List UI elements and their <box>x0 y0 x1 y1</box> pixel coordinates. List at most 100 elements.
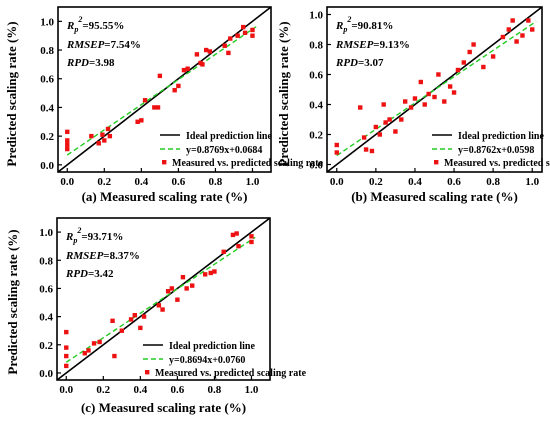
y-tick-label: 1.0 <box>40 16 54 28</box>
rp2-symbol: R <box>65 231 73 243</box>
y-axis-label: Predicted scaling rate (%) <box>4 21 19 166</box>
data-point <box>160 307 165 312</box>
plot-frame <box>56 217 271 381</box>
data-point <box>202 272 208 277</box>
y-tick-label: 0.2 <box>309 130 323 142</box>
rp2-symbol: R <box>335 20 343 32</box>
y-tick-label: 0.6 <box>309 70 323 82</box>
data-point <box>128 317 134 322</box>
data-point <box>185 66 190 71</box>
x-tick-label: 0.0 <box>59 384 73 396</box>
chart-panel-a: 0.0 0.2 0.4 0.6 0.8 1.0 0.0 0.2 0.4 0.6 0.8 1.0 Pred… <box>4 6 324 204</box>
x-tick-label: 0.6 <box>172 176 186 188</box>
x-axis-label: (c) Measured scaling rate (%) <box>81 400 246 415</box>
rpd-label: RPD <box>335 57 358 69</box>
data-point <box>180 274 186 280</box>
legend: Ideal prediction line y=0.8769x+0.0684 Mea… <box>160 131 324 169</box>
data-point <box>361 135 367 140</box>
data-point <box>64 353 69 359</box>
data-point <box>436 72 441 77</box>
legend-ideal-label: Ideal prediction line <box>186 131 272 142</box>
data-point <box>105 126 111 132</box>
data-point <box>207 49 213 54</box>
data-point <box>500 34 506 40</box>
y-tick-label: 0.0 <box>39 368 53 380</box>
data-point <box>157 73 163 79</box>
legend-fit-label: y=0.8769x+0.0684 <box>186 145 262 156</box>
data-point <box>176 83 181 89</box>
y-tick-label: 0.8 <box>309 40 323 52</box>
data-point <box>422 102 427 107</box>
data-point <box>89 133 94 139</box>
data-point <box>250 33 255 38</box>
data-point <box>235 33 240 38</box>
rp2-superscript: 2 <box>76 226 81 235</box>
rpd-stat: RPD=3.07 <box>335 57 384 69</box>
data-point <box>65 142 70 147</box>
data-point <box>172 88 177 93</box>
rpd-value: =3.98 <box>89 57 115 69</box>
data-point <box>377 132 382 137</box>
data-point <box>119 328 125 333</box>
chart-panel-c: 0.0 0.2 0.4 0.6 0.8 1.0 0.0 0.2 0.4 0.6 0.8 1.0 Pred… <box>5 217 307 415</box>
data-point <box>514 39 519 44</box>
y-tick-label: 0.4 <box>39 312 53 324</box>
ideal-prediction-line <box>327 7 542 172</box>
data-point <box>526 18 531 23</box>
data-point <box>139 118 144 123</box>
rp2-stat: Rp2=93.71% <box>65 226 123 245</box>
data-point <box>155 105 161 110</box>
data-point <box>234 231 239 236</box>
data-point <box>418 79 424 85</box>
x-tick-label: 1.0 <box>246 176 260 188</box>
rp2-value: =90.81% <box>351 20 393 32</box>
data-point <box>467 49 472 55</box>
data-point <box>181 67 187 73</box>
x-tick-label: 0.2 <box>96 384 110 396</box>
data-point <box>432 94 437 100</box>
y-tick-label: 0.6 <box>39 283 53 295</box>
data-point <box>212 269 217 274</box>
data-point <box>510 18 515 23</box>
rp2-value: =93.71% <box>81 231 123 243</box>
data-point <box>102 138 107 143</box>
data-point <box>107 133 113 139</box>
legend: Ideal prediction line y=0.8762x+0.0598 Mea… <box>432 131 550 169</box>
x-tick-label: 1.0 <box>525 176 539 188</box>
y-tick-label: 0.2 <box>39 340 53 352</box>
plot-frame <box>57 6 272 173</box>
rp2-value: =95.55% <box>82 20 124 32</box>
rp2-subscript: p <box>72 236 77 245</box>
rmsep-value: =9.13% <box>373 39 410 51</box>
data-point <box>402 99 408 104</box>
data-point <box>200 62 205 67</box>
y-axis-label: Predicted scaling rate (%) <box>276 21 291 166</box>
rpd-label: RPD <box>65 268 88 280</box>
data-point <box>520 33 525 38</box>
y-axis-label: Predicted scaling rate (%) <box>5 229 20 374</box>
data-point <box>175 297 180 302</box>
data-point <box>203 47 209 53</box>
rp2-stat: Rp2=90.81% <box>335 15 393 34</box>
data-point <box>369 148 375 154</box>
x-axis-label: (b) Measured scaling rate (%) <box>351 189 518 204</box>
rpd-stat: RPD=3.42 <box>65 268 114 280</box>
x-tick-label: 0.4 <box>408 176 422 188</box>
rpd-value: =3.42 <box>88 268 114 280</box>
rp2-subscript: p <box>342 25 347 34</box>
data-point <box>358 105 363 110</box>
data-point <box>250 27 255 33</box>
legend-ideal-label: Ideal prediction line <box>169 341 255 352</box>
rp2-superscript: 2 <box>346 15 351 24</box>
data-point <box>65 129 70 135</box>
data-point <box>110 318 115 324</box>
data-point <box>242 30 248 36</box>
data-point <box>334 150 339 155</box>
data-point <box>156 303 162 308</box>
x-tick-label: 0.8 <box>208 384 222 396</box>
y-tick-label: 0.0 <box>309 160 323 172</box>
data-point <box>442 99 447 104</box>
data-point <box>447 84 453 89</box>
data-point <box>208 270 213 276</box>
data-point <box>412 96 418 101</box>
